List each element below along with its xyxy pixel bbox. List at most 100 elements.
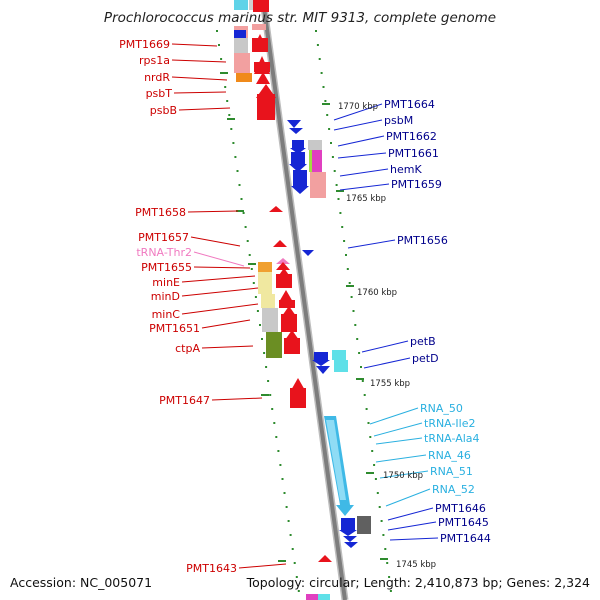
tick-left — [275, 436, 278, 438]
feature-block-grey — [262, 308, 278, 332]
leader-PMT1658 — [187, 210, 239, 213]
feature-gene-PMT1661 — [289, 152, 307, 172]
tick-right — [350, 296, 353, 298]
kbp-dash — [278, 560, 286, 562]
feature-gene-ctpA — [284, 338, 300, 354]
feature-gene-PMT1645 — [343, 536, 357, 542]
genome-summary: Topology: circular; Length: 2,410,873 bp… — [246, 575, 590, 590]
tick-left — [273, 422, 276, 424]
feature-gene-PMT1662 — [290, 140, 306, 154]
kbp-dash — [248, 263, 256, 265]
tick-left — [224, 86, 227, 88]
leader-PMT1662 — [337, 135, 385, 147]
leader-hemK — [339, 168, 389, 177]
feature-gene-PMT1643 — [318, 555, 332, 562]
tick-left — [259, 324, 261, 326]
tick-left — [263, 352, 266, 354]
feature-track — [234, 0, 371, 600]
feature-block-cyan — [332, 350, 346, 360]
label-PMT1662: PMT1662 — [386, 130, 437, 143]
leader-PMT1645 — [387, 521, 437, 531]
label-petD: petD — [412, 352, 439, 365]
label-PMT1664: PMT1664 — [384, 98, 435, 111]
label-PMT1669: PMT1669 — [119, 38, 170, 51]
label-PMT1645: PMT1645 — [438, 516, 489, 529]
label-psbM: psbM — [384, 114, 413, 127]
tick-right — [331, 156, 334, 158]
tick-left — [267, 380, 270, 382]
feature-block-olive — [266, 332, 282, 358]
feature-gene-PMT1657 — [273, 240, 287, 247]
label-tRNA-Ile2: tRNA-Ile2 — [424, 417, 476, 430]
feature-trna-thr2 — [276, 258, 290, 264]
label-RNA_46: RNA_46 — [428, 449, 471, 462]
leader-petB — [361, 340, 409, 353]
feature-gene-psbB — [257, 94, 275, 120]
tick-right — [384, 548, 387, 550]
tick-left — [240, 198, 243, 200]
tick-left — [256, 310, 259, 312]
tick-right — [382, 534, 385, 536]
feature-gene-hemK — [291, 170, 309, 194]
tick-right — [354, 324, 357, 326]
tick-left — [220, 58, 223, 60]
label-psbB: psbB — [150, 104, 177, 117]
kbp-dash — [220, 72, 228, 74]
tick-right — [360, 366, 362, 368]
kbp-dash — [322, 103, 330, 105]
leader-PMT1643 — [238, 563, 287, 569]
label-psbT: psbT — [146, 87, 173, 100]
tick-left — [297, 590, 300, 592]
label-petB: petB — [410, 335, 436, 348]
kbp-dash — [261, 394, 269, 396]
feature-arrow-forward — [282, 306, 296, 316]
leader-tRNA-Ile2 — [373, 422, 423, 437]
leader-rps1a — [171, 59, 227, 63]
tick-right — [386, 562, 389, 564]
feature-gene-psbM — [289, 128, 303, 134]
feature-block-cyan — [334, 360, 348, 372]
tick-left — [248, 254, 251, 256]
leader-psbM — [333, 119, 383, 131]
kbp-dash — [346, 285, 354, 287]
tick-left — [230, 128, 233, 130]
feature-block-pink — [310, 172, 326, 198]
feature-gene-forward — [252, 38, 268, 52]
leader-PMT1661 — [337, 152, 387, 159]
feature-gene-petB — [312, 352, 330, 366]
feature-block-magenta — [306, 594, 318, 600]
tick-right — [324, 100, 327, 102]
leader-RNA_51 — [379, 470, 429, 479]
tick-left — [265, 366, 268, 368]
feature-gene-PMT1656 — [302, 250, 314, 256]
tick-right — [356, 338, 359, 340]
tick-left — [289, 534, 292, 536]
tick-right — [365, 408, 368, 410]
leader-PMT1669 — [171, 43, 218, 47]
feature-gene-forward — [254, 62, 270, 72]
tick-right — [322, 86, 325, 88]
kbp-dash — [356, 378, 364, 380]
leader-PMT1655 — [193, 266, 251, 269]
tick-left — [228, 114, 231, 116]
tick-left — [216, 30, 218, 32]
leader-RNA_52 — [385, 488, 431, 507]
label-hemK: hemK — [390, 163, 422, 176]
tick-left — [285, 506, 288, 508]
tick-right — [345, 254, 347, 256]
kbp-dash — [227, 118, 235, 120]
tick-left — [261, 338, 263, 340]
tick-right — [389, 590, 392, 592]
tick-left — [271, 408, 274, 410]
tick-left — [232, 142, 235, 144]
tick-right — [339, 212, 342, 214]
tick-right — [316, 44, 319, 46]
leader-psbB — [178, 107, 231, 111]
feature-arrow-reverse — [234, 30, 246, 38]
label-PMT1644: PMT1644 — [440, 532, 491, 545]
tick-left — [287, 520, 290, 522]
feature-block-magenta — [312, 150, 322, 172]
label-PMT1661: PMT1661 — [388, 147, 439, 160]
kbp-dash — [380, 558, 388, 560]
